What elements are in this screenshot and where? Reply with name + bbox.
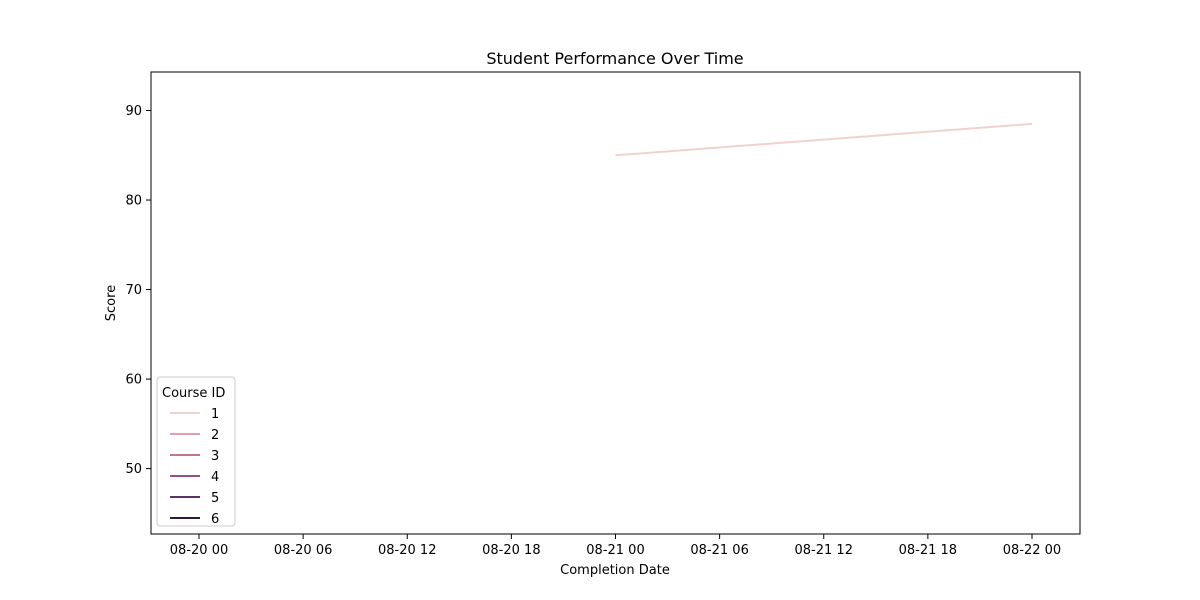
x-tick-label: 08-20 06 [274,543,332,558]
y-axis: 50 60 70 80 90 [125,104,151,477]
chart-title: Student Performance Over Time [486,49,743,68]
y-tick-label: 60 [125,373,142,388]
x-tick-label: 08-22 00 [1003,543,1061,558]
legend-title: Course ID [162,386,225,401]
x-tick-label: 08-21 00 [586,543,644,558]
legend-box [156,376,236,527]
legend-label-4: 4 [211,470,219,485]
x-axis-label: Completion Date [560,563,670,578]
legend-label-1: 1 [211,407,219,422]
legend: Course ID 1 2 3 4 5 6 [156,376,236,527]
x-tick-label: 08-21 06 [690,543,748,558]
y-tick-label: 70 [125,283,142,298]
x-tick-label: 08-21 12 [795,543,853,558]
x-tick-label: 08-20 18 [482,543,540,558]
x-tick-label: 08-20 12 [378,543,436,558]
plot-area [615,122,1033,157]
y-tick-label: 80 [125,194,142,209]
x-tick-label: 08-21 18 [899,543,957,558]
series-line-1 [615,122,1033,157]
y-axis-label: Score [104,285,119,321]
y-tick-label: 90 [125,104,142,119]
x-axis: 08-20 00 08-20 06 08-20 12 08-20 18 08-21 00… [170,534,1061,558]
legend-label-5: 5 [211,491,219,506]
legend-label-2: 2 [211,428,219,443]
x-tick-label: 08-20 00 [170,543,228,558]
y-tick-label: 50 [125,462,142,477]
legend-label-6: 6 [211,512,219,527]
legend-label-3: 3 [211,449,219,464]
